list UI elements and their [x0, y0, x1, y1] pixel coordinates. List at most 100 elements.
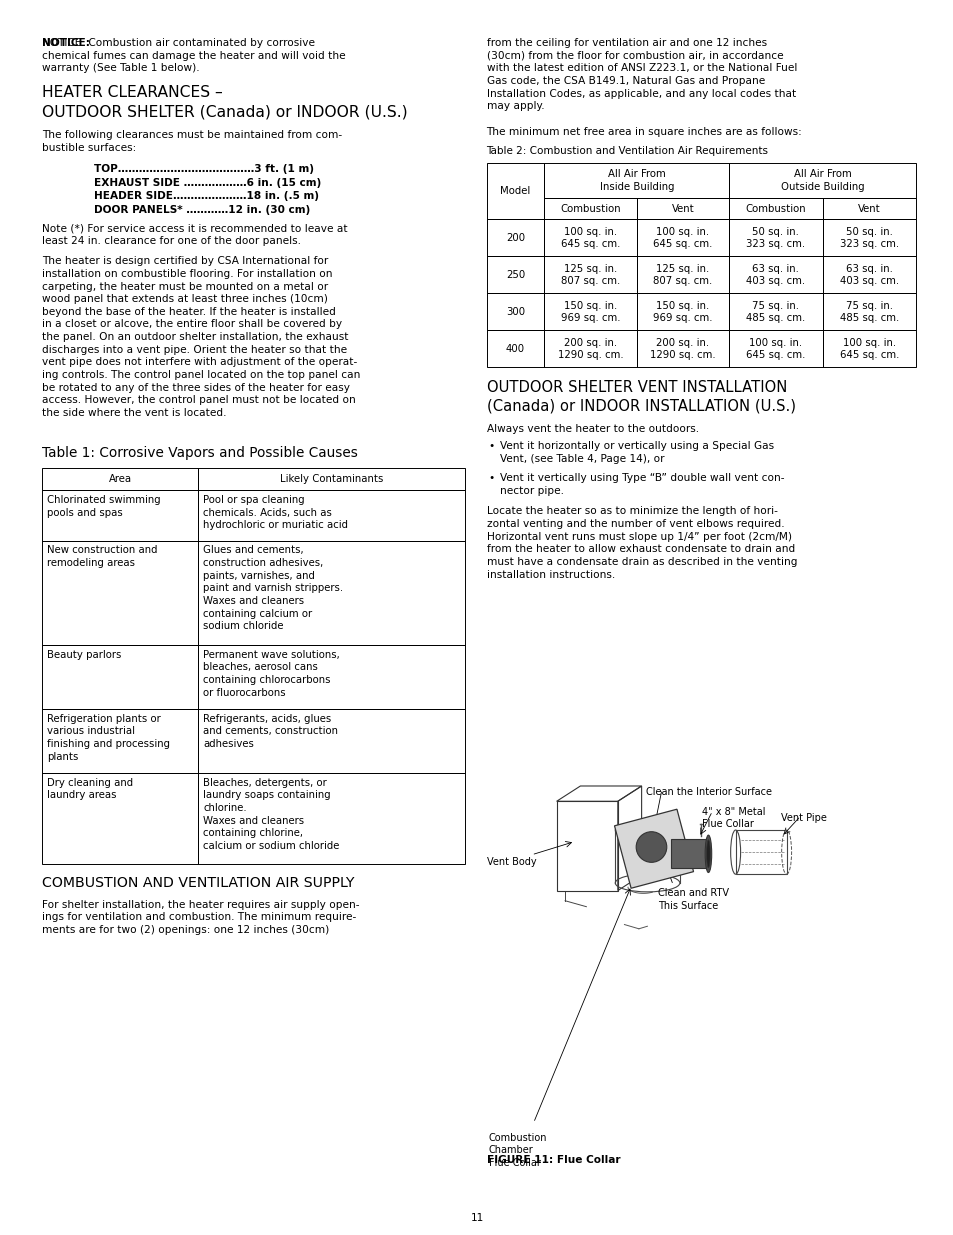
Text: Model: Model [499, 186, 530, 196]
Text: Vent Body: Vent Body [486, 857, 536, 867]
Text: Clean and RTV
This Surface: Clean and RTV This Surface [658, 888, 728, 910]
Bar [198, 646, 464, 709]
Text: The minimum net free area in square inches are as follows:: The minimum net free area in square inch… [486, 127, 801, 137]
Text: •: • [488, 441, 495, 451]
Text: 4" x 8" Metal
Flue Collar: 4" x 8" Metal Flue Collar [701, 806, 765, 830]
Text: OUTDOOR SHELTER (Canada) or INDOOR (U.S.): OUTDOOR SHELTER (Canada) or INDOOR (U.S.… [42, 104, 407, 119]
Text: 11: 11 [470, 1213, 483, 1223]
Bar [42, 490, 198, 541]
Text: 100 sq. in.
645 sq. cm.: 100 sq. in. 645 sq. cm. [653, 227, 712, 248]
Bar [637, 257, 728, 293]
Text: 125 sq. in.
807 sq. cm.: 125 sq. in. 807 sq. cm. [653, 264, 712, 285]
Bar [728, 293, 821, 330]
Text: Locate the heater so as to minimize the length of hori-
zontal venting and the n: Locate the heater so as to minimize the … [486, 506, 796, 579]
Text: Vent: Vent [671, 204, 694, 214]
Text: Combustion
Chamber
Flue Collar: Combustion Chamber Flue Collar [488, 1132, 546, 1168]
Text: 150 sq. in.
969 sq. cm.: 150 sq. in. 969 sq. cm. [560, 301, 619, 322]
Text: Glues and cements,
construction adhesives,
paints, varnishes, and
paint and varn: Glues and cements, construction adhesive… [203, 546, 343, 631]
Text: 75 sq. in.
485 sq. cm.: 75 sq. in. 485 sq. cm. [745, 301, 804, 322]
Bar [42, 709, 198, 773]
Text: Vent it horizontally or vertically using a Special Gas
Vent, (see Table 4, Page : Vent it horizontally or vertically using… [499, 441, 773, 464]
Text: Table 1: Corrosive Vapors and Possible Causes: Table 1: Corrosive Vapors and Possible C… [42, 446, 357, 459]
Bar [821, 257, 915, 293]
Text: Beauty parlors: Beauty parlors [47, 650, 121, 659]
Text: Always vent the heater to the outdoors.: Always vent the heater to the outdoors. [486, 424, 698, 435]
Bar [821, 293, 915, 330]
Text: Combustion: Combustion [745, 204, 805, 214]
Bar [486, 220, 544, 257]
Bar [544, 220, 637, 257]
Bar [637, 198, 728, 220]
Text: Vent it vertically using Type “B” double wall vent con-
nector pipe.: Vent it vertically using Type “B” double… [499, 473, 783, 496]
Text: New construction and
remodeling areas: New construction and remodeling areas [47, 546, 157, 568]
Text: from the ceiling for ventilation air and one 12 inches
(30cm) from the floor for: from the ceiling for ventilation air and… [486, 38, 796, 111]
Text: HEATER CLEARANCES –: HEATER CLEARANCES – [42, 85, 222, 100]
Text: Refrigeration plants or
various industrial
finishing and processing
plants: Refrigeration plants or various industri… [47, 714, 170, 762]
Text: Permanent wave solutions,
bleaches, aerosol cans
containing chlorocarbons
or flu: Permanent wave solutions, bleaches, aero… [203, 650, 339, 698]
Text: The heater is design certified by CSA International for
installation on combusti: The heater is design certified by CSA In… [42, 257, 360, 417]
Text: 200: 200 [505, 233, 524, 243]
Text: 200 sq. in.
1290 sq. cm.: 200 sq. in. 1290 sq. cm. [558, 337, 623, 359]
Ellipse shape [706, 840, 710, 868]
Text: Likely Contaminants: Likely Contaminants [279, 474, 383, 484]
Bar [486, 330, 544, 367]
Text: Vent Pipe: Vent Pipe [780, 813, 825, 823]
Bar [198, 773, 464, 864]
Bar [637, 330, 728, 367]
Text: Area: Area [109, 474, 132, 484]
Text: Bleaches, detergents, or
laundry soaps containing
chlorine.
Waxes and cleaners
c: Bleaches, detergents, or laundry soaps c… [203, 778, 339, 851]
Text: 400: 400 [505, 343, 524, 353]
Bar [821, 330, 915, 367]
Bar [42, 541, 198, 646]
Bar [544, 257, 637, 293]
Text: 250: 250 [505, 269, 524, 280]
Text: All Air From
Inside Building: All Air From Inside Building [598, 169, 674, 191]
Text: 63 sq. in.
403 sq. cm.: 63 sq. in. 403 sq. cm. [745, 264, 804, 285]
Bar [821, 220, 915, 257]
Text: 75 sq. in.
485 sq. cm.: 75 sq. in. 485 sq. cm. [839, 301, 898, 322]
Bar [42, 646, 198, 709]
Bar [198, 541, 464, 646]
Text: EXHAUST SIDE ………………6 in. (15 cm): EXHAUST SIDE ………………6 in. (15 cm) [94, 178, 321, 188]
Text: Dry cleaning and
laundry areas: Dry cleaning and laundry areas [47, 778, 133, 800]
Text: Combustion: Combustion [559, 204, 620, 214]
Circle shape [636, 831, 666, 862]
Bar [728, 198, 821, 220]
Bar [544, 198, 637, 220]
Bar [821, 198, 915, 220]
Text: 300: 300 [505, 306, 524, 317]
Text: The following clearances must be maintained from com-
bustible surfaces:: The following clearances must be maintai… [42, 130, 342, 153]
Text: 125 sq. in.
807 sq. cm.: 125 sq. in. 807 sq. cm. [560, 264, 619, 285]
Bar [198, 490, 464, 541]
Text: TOP…………………………………3 ft. (1 m): TOP…………………………………3 ft. (1 m) [94, 164, 314, 174]
Bar [42, 468, 198, 490]
Bar [728, 220, 821, 257]
Text: (Canada) or INDOOR INSTALLATION (U.S.): (Canada) or INDOOR INSTALLATION (U.S.) [486, 398, 795, 414]
Text: Pool or spa cleaning
chemicals. Acids, such as
hydrochloric or muriatic acid: Pool or spa cleaning chemicals. Acids, s… [203, 495, 348, 530]
Bar [637, 220, 728, 257]
Text: Chlorinated swimming
pools and spas: Chlorinated swimming pools and spas [47, 495, 160, 517]
Bar [544, 163, 728, 198]
Ellipse shape [704, 835, 711, 872]
Bar [637, 293, 728, 330]
Text: 100 sq. in.
645 sq. cm.: 100 sq. in. 645 sq. cm. [745, 337, 804, 359]
Text: NOTICE:: NOTICE: [42, 38, 90, 48]
Text: 63 sq. in.
403 sq. cm.: 63 sq. in. 403 sq. cm. [839, 264, 898, 285]
Text: HEADER SIDE…………………18 in. (.5 m): HEADER SIDE…………………18 in. (.5 m) [94, 191, 318, 201]
Text: 50 sq. in.
323 sq. cm.: 50 sq. in. 323 sq. cm. [839, 227, 898, 248]
Bar [198, 709, 464, 773]
Bar [198, 468, 464, 490]
Text: 50 sq. in.
323 sq. cm.: 50 sq. in. 323 sq. cm. [745, 227, 804, 248]
Bar [486, 257, 544, 293]
Text: •: • [488, 473, 495, 483]
Bar [728, 257, 821, 293]
Text: DOOR PANELS* …………12 in. (30 cm): DOOR PANELS* …………12 in. (30 cm) [94, 205, 310, 215]
Text: 100 sq. in.
645 sq. cm.: 100 sq. in. 645 sq. cm. [839, 337, 898, 359]
Text: OUTDOOR SHELTER VENT INSTALLATION: OUTDOOR SHELTER VENT INSTALLATION [486, 380, 786, 395]
Text: Note (*) For service access it is recommended to leave at
least 24 in. clearance: Note (*) For service access it is recomm… [42, 224, 347, 246]
Bar [486, 293, 544, 330]
Text: Vent: Vent [857, 204, 880, 214]
Text: NOTICE: Combustion air contaminated by corrosive
chemical fumes can damage the h: NOTICE: Combustion air contaminated by c… [42, 38, 345, 73]
Bar [544, 293, 637, 330]
Bar [544, 330, 637, 367]
